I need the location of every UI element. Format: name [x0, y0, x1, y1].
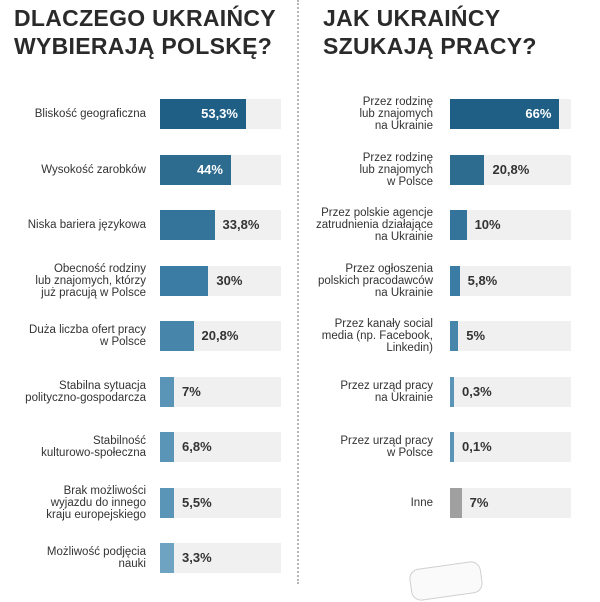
left-bar-row: Bliskość geograficzna 53,3% [0, 86, 281, 142]
right-bar-track: 0,1% [450, 432, 571, 462]
left-bar-label: Stabilna sytuacja polityczno-gospodarcza [25, 379, 146, 404]
left-bar [160, 487, 174, 518]
right-bar-row: Przez polskie agencje zatrudnienia dział… [303, 197, 571, 253]
right-bar-label: Przez urząd pracy na Ukrainie [340, 379, 433, 404]
left-bar [160, 376, 174, 407]
right-bar-track: 7% [450, 487, 571, 518]
left-bar-value-label: 53,3% [201, 106, 238, 121]
left-bar-track: 3,3% [160, 543, 281, 573]
right-bar-track: 66% [450, 99, 571, 129]
right-bar-value-label: 0,1% [462, 439, 492, 454]
left-bar-row: Stabilność kulturowo-społeczna 6,8% [0, 419, 281, 475]
left-bar [160, 154, 231, 185]
left-bar [160, 210, 215, 240]
left-bar-row: Niska bariera językowa 33,8% [0, 197, 281, 253]
right-bar-label: Przez kanały social media (np. Facebook,… [321, 318, 433, 354]
right-title-line-2: SZUKAJĄ PRACY? [323, 33, 537, 59]
left-bar-row: Stabilna sytuacja polityczno-gospodarcza… [0, 364, 281, 420]
panel-divider [297, 0, 299, 584]
right-bar [450, 210, 467, 240]
left-bar-track: 7% [160, 376, 281, 407]
right-bar-value-label: 0,3% [462, 383, 492, 399]
left-bar-label: Możliwość podjęcia nauki [46, 546, 146, 570]
left-bar-label: Duża liczba ofert pracy w Polsce [29, 324, 146, 348]
right-bar-label: Przez rodzinę lub znajomych w Polsce [359, 151, 433, 188]
right-bar-label: Przez urząd pracy w Polsce [340, 435, 433, 459]
left-bar-value-label: 44% [196, 161, 223, 177]
left-bar-track: 20,8% [160, 321, 281, 351]
right-bar-value-label: 5% [466, 328, 486, 343]
right-bar [450, 432, 454, 462]
right-bar-track: 5% [450, 321, 571, 351]
left-chart-title: DLACZEGO UKRAIŃCY WYBIERAJĄ POLSKĘ? [14, 4, 276, 60]
left-bar-track: 30% [160, 265, 281, 296]
left-bar-label: Niska bariera językowa [27, 219, 146, 231]
left-bar-track: 6,8% [160, 432, 281, 462]
left-bar-value-label: 33,8% [222, 217, 260, 232]
right-bar-track: 0,3% [450, 376, 571, 407]
right-bar-row: Inne 7% [303, 475, 571, 531]
left-bar-label: Wysokość zarobków [41, 163, 146, 176]
right-title-line-1: JAK UKRAIŃCY [323, 5, 501, 31]
right-bar-label: Przez polskie agencje zatrudnienia dział… [316, 207, 433, 243]
right-bar [450, 487, 462, 518]
left-bar-label: Brak możliwości wyjazdu do innego kraju … [46, 484, 146, 521]
right-bar-row: Przez rodzinę lub znajomych na Ukrainie 6… [303, 86, 571, 142]
left-bar [160, 99, 246, 129]
right-bar [450, 321, 459, 351]
left-bar-track: 53,3% [160, 99, 281, 129]
right-chart-panel: JAK UKRAIŃCY SZUKAJĄ PRACY? Przez rodzin… [303, 0, 600, 584]
right-bar [450, 99, 560, 129]
left-bar-label: Stabilność kulturowo-społeczna [41, 435, 146, 459]
right-bar [450, 376, 454, 407]
right-bar-value-label: 66% [525, 106, 552, 121]
left-bar-value-label: 30% [216, 272, 243, 288]
left-bar-track: 44% [160, 154, 281, 185]
left-bar-label: Obecność rodziny lub znajomych, którzy j… [35, 262, 146, 299]
right-bar-label: Inne [410, 496, 433, 509]
right-bar-row: Przez kanały social media (np. Facebook,… [303, 308, 571, 364]
left-bar-value-label: 3,3% [182, 550, 212, 565]
left-bar-row: Duża liczba ofert pracy w Polsce 20,8% [0, 308, 281, 364]
right-bar-label: Przez ogłoszenia polskich pracodawców na… [317, 262, 433, 299]
left-bar-row: Obecność rodziny lub znajomych, którzy j… [0, 253, 281, 309]
left-bar-value-label: 5,5% [182, 494, 212, 510]
right-bar-row: Przez rodzinę lub znajomych w Polsce 20,8… [303, 142, 571, 198]
right-bar-value-label: 5,8% [467, 272, 498, 288]
left-chart-panel: DLACZEGO UKRAIŃCY WYBIERAJĄ POLSKĘ? Blis… [0, 0, 293, 584]
left-bar [160, 432, 174, 462]
right-bar-track: 10% [450, 210, 571, 240]
right-bar-value-label: 10% [474, 217, 501, 232]
left-title-line-1: DLACZEGO UKRAIŃCY [14, 5, 276, 31]
left-bar-row: Brak możliwości wyjazdu do innego kraju … [0, 475, 281, 531]
left-title-line-2: WYBIERAJĄ POLSKĘ? [14, 33, 273, 59]
left-bar-value-label: 7% [182, 383, 201, 399]
right-bar-row: Przez urząd pracy w Polsce 0,1% [303, 419, 571, 475]
left-bar-value-label: 20,8% [201, 328, 239, 343]
left-bar-track: 5,5% [160, 487, 281, 518]
left-bar [160, 265, 209, 296]
left-bar [160, 543, 174, 573]
right-bar-value-label: 7% [469, 494, 489, 510]
right-bar-row: Przez ogłoszenia polskich pracodawców na… [303, 253, 571, 309]
left-bar-value-label: 6,8% [182, 439, 212, 454]
left-bar-track: 33,8% [160, 210, 281, 240]
right-bar-track: 5,8% [450, 265, 571, 296]
right-chart-title: JAK UKRAIŃCY SZUKAJĄ PRACY? [323, 4, 537, 60]
left-bar-row: Wysokość zarobków 44% [0, 142, 281, 198]
right-bar-row: Przez urząd pracy na Ukrainie 0,3% [303, 364, 571, 420]
left-bar-row: Możliwość podjęcia nauki 3,3% [0, 530, 281, 586]
right-bar-label: Przez rodzinę lub znajomych na Ukrainie [359, 96, 433, 132]
right-bar [450, 265, 460, 296]
right-bar-value-label: 20,8% [492, 161, 530, 177]
right-bar-track: 20,8% [450, 154, 571, 185]
right-bar [450, 154, 485, 185]
left-bar [160, 321, 194, 351]
left-bar-label: Bliskość geograficzna [34, 108, 146, 120]
